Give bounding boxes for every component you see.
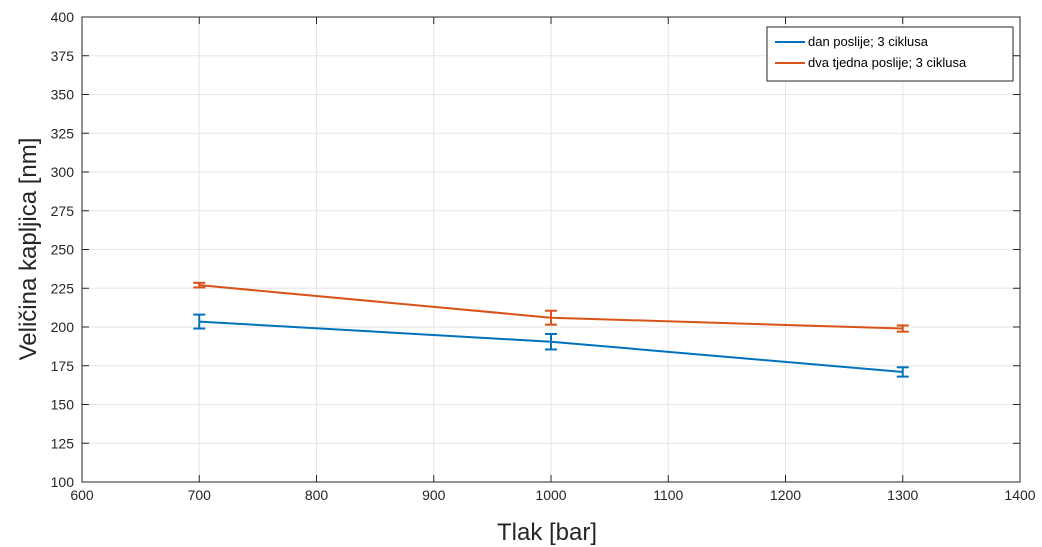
y-tick-label: 250 [51, 242, 75, 258]
legend-label: dva tjedna poslije; 3 ciklusa [808, 55, 967, 70]
series-2 [193, 281, 909, 333]
legend-label: dan poslije; 3 ciklusa [808, 34, 929, 49]
error-bar [193, 313, 206, 330]
y-axis-title: Veličina kapljica [nm] [15, 138, 42, 361]
y-tick-label: 300 [51, 164, 75, 180]
x-axis-title: Tlak [bar] [497, 519, 597, 546]
x-tick-label: 1000 [535, 487, 566, 503]
y-tick-label: 275 [51, 203, 75, 219]
x-tick-label: 600 [70, 487, 94, 503]
error-bar [193, 281, 206, 289]
legend-item: dan poslije; 3 ciklusa [775, 34, 929, 49]
y-tick-label: 225 [51, 280, 75, 296]
error-bar [896, 324, 909, 333]
x-tick-label: 1400 [1004, 487, 1035, 503]
x-tick-label: 800 [305, 487, 329, 503]
error-bar [545, 309, 557, 326]
x-tick-label: 1300 [887, 487, 918, 503]
series-1 [193, 313, 909, 378]
error-bar [545, 332, 557, 351]
y-tick-label: 100 [51, 474, 75, 490]
y-tick-label: 200 [51, 319, 75, 335]
legend-box [766, 26, 1014, 82]
error-bar [896, 366, 909, 378]
y-tick-label: 350 [51, 87, 75, 103]
y-tick-label: 125 [51, 435, 75, 451]
x-tick-label: 1200 [770, 487, 801, 503]
legend: dan poslije; 3 ciklusa dva tjedna poslije… [766, 26, 1014, 82]
y-tick-label: 400 [51, 9, 75, 25]
y-tick-label: 325 [51, 125, 75, 141]
y-tick-label: 150 [51, 397, 75, 413]
y-tick-label: 375 [51, 48, 75, 64]
y-tick-label: 175 [51, 358, 75, 374]
series-layer [193, 281, 909, 378]
x-tick-label: 1100 [653, 487, 683, 503]
axis-ticks: 600 700 800 900 1000 1100 1200 1300 1400 100 125 15… [51, 9, 1036, 503]
legend-item: dva tjedna poslije; 3 ciklusa [775, 55, 967, 70]
x-tick-label: 900 [422, 487, 446, 503]
x-tick-label: 700 [188, 487, 212, 503]
